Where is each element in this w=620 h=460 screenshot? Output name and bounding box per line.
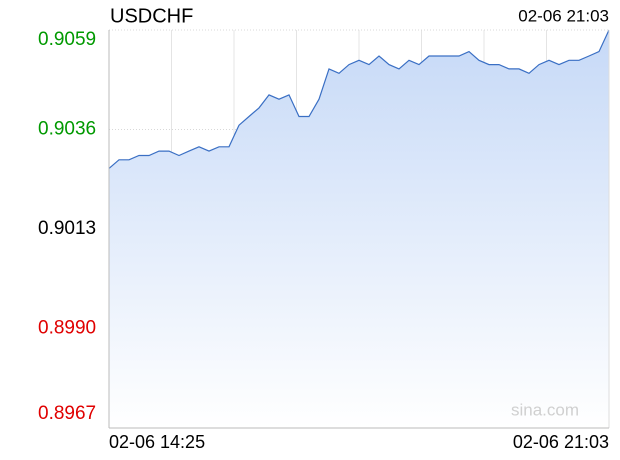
chart-title: USDCHF — [110, 5, 193, 27]
line — [108, 29, 610, 169]
y-tick-label: 0.8967 — [38, 403, 96, 424]
area — [109, 30, 609, 428]
timestamp: 02-06 21:03 — [518, 6, 609, 25]
x-tick-label: 02-06 14:25 — [109, 432, 205, 452]
plot — [108, 29, 610, 428]
y-tick-label: 0.8990 — [38, 318, 96, 339]
y-tick-label: 0.9036 — [38, 119, 96, 140]
x-tick-label: 02-06 21:03 — [513, 432, 609, 452]
watermark: sina.com — [511, 400, 579, 419]
y-tick-label: 0.9059 — [38, 29, 96, 50]
y-tick-label: 0.9013 — [38, 218, 96, 239]
